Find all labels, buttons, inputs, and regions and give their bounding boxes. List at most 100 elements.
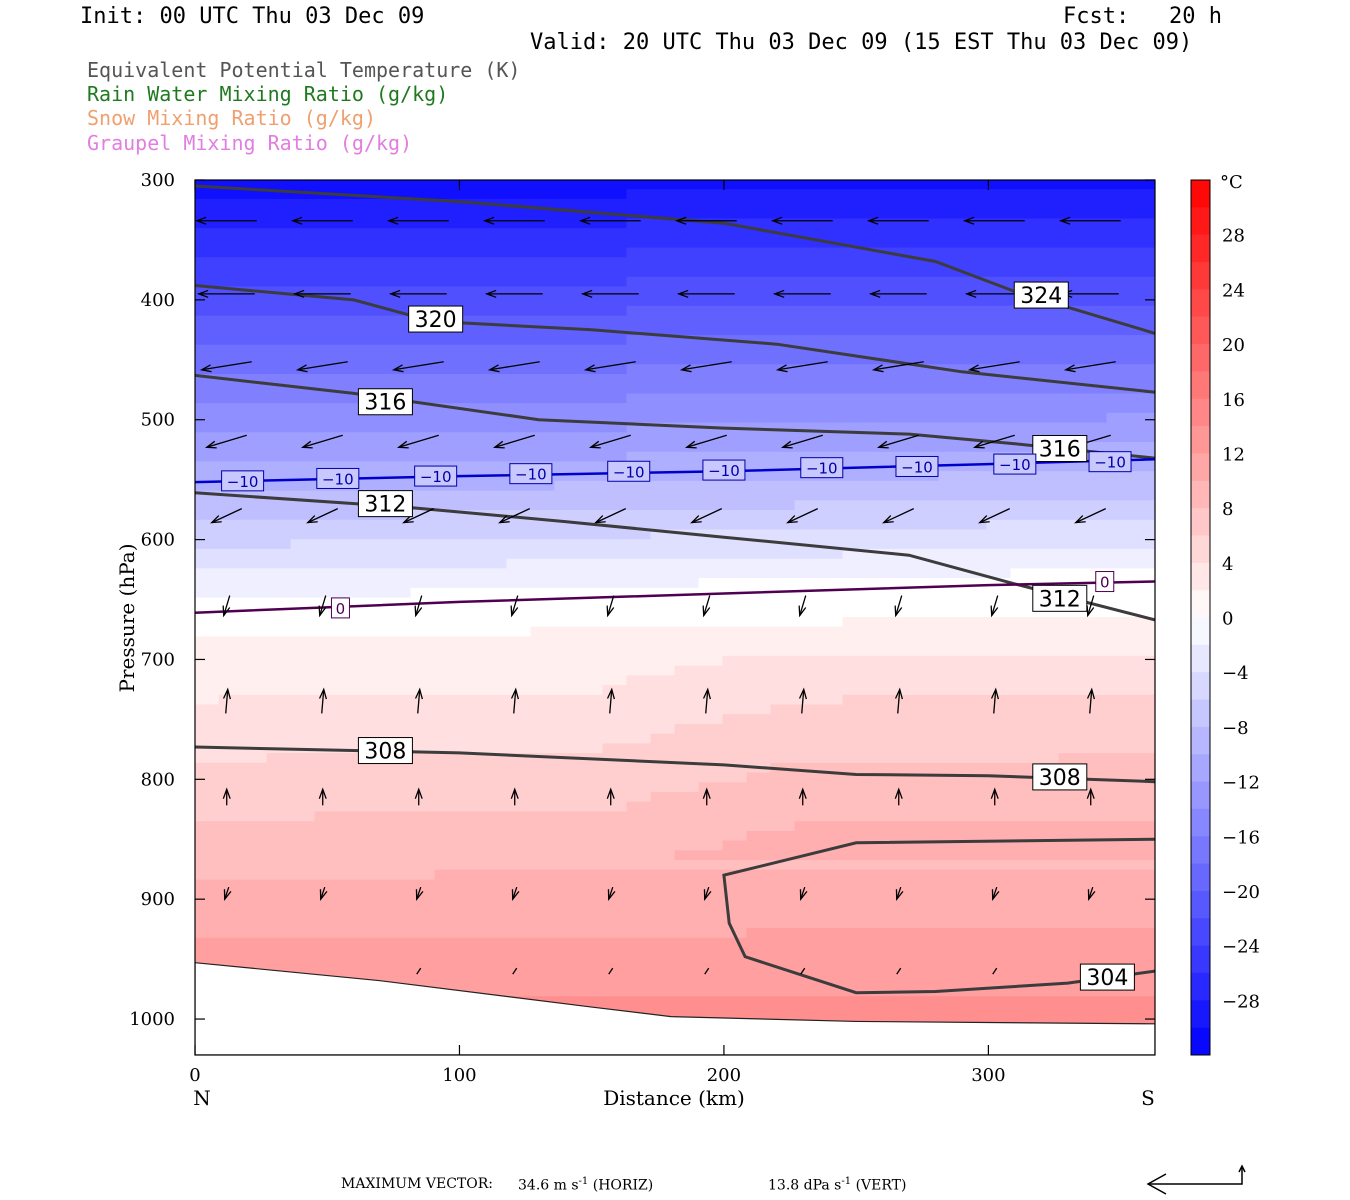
temperature-cell xyxy=(290,325,316,337)
temperature-cell xyxy=(458,461,484,473)
temperature-cell xyxy=(218,412,244,424)
temperature-cell xyxy=(314,908,340,920)
temperature-cell xyxy=(386,840,412,852)
temperature-cell xyxy=(410,694,436,706)
temperature-cell xyxy=(722,811,748,823)
temperature-cell xyxy=(266,792,292,803)
temperature-cell xyxy=(962,461,988,473)
temperature-cell xyxy=(746,889,772,901)
wind-vector xyxy=(990,787,999,806)
temperature-cell xyxy=(914,694,940,706)
temperature-cell xyxy=(482,286,508,298)
temperature-cell xyxy=(506,879,532,891)
temperature-cell xyxy=(698,898,724,910)
temperature-cell xyxy=(722,529,748,541)
temperature-cell xyxy=(650,986,676,998)
temperature-cell xyxy=(554,762,580,774)
temperature-cell xyxy=(410,383,436,395)
temperature-cell xyxy=(410,218,436,230)
temperature-cell xyxy=(818,208,844,220)
temperature-cell xyxy=(1130,723,1155,735)
temperature-cell xyxy=(914,208,940,220)
temperature-cell xyxy=(938,1015,964,1027)
temperature-cell xyxy=(1130,1005,1155,1017)
temperature-cell xyxy=(410,344,436,356)
temperature-cell xyxy=(338,296,364,308)
temperature-cell xyxy=(386,821,412,833)
temperature-cell xyxy=(866,480,892,492)
temperature-cell xyxy=(818,743,844,755)
temperature-cell xyxy=(578,344,604,356)
temperature-cell xyxy=(746,325,772,337)
temperature-cell xyxy=(626,879,652,891)
temperature-cell xyxy=(386,655,412,667)
temperature-cell xyxy=(650,607,676,619)
temperature-cell xyxy=(506,636,532,648)
temperature-cell xyxy=(914,267,940,278)
temperature-cell xyxy=(218,821,244,833)
temperature-cell xyxy=(986,480,1012,492)
temperature-cell xyxy=(1034,364,1060,376)
temperature-cell xyxy=(410,898,436,910)
temperature-cell xyxy=(266,305,292,317)
temperature-cell xyxy=(962,247,988,259)
temperature-cell xyxy=(506,393,532,405)
temperature-cell xyxy=(938,267,964,278)
temperature-cell xyxy=(698,325,724,337)
temperature-cell xyxy=(386,228,412,240)
temperature-cell xyxy=(314,957,340,969)
temperature-cell xyxy=(986,267,1012,278)
temperature-cell xyxy=(842,743,868,755)
temperature-cell xyxy=(962,548,988,560)
temperature-cell xyxy=(722,898,748,910)
temperature-cell xyxy=(698,578,724,590)
temperature-cell xyxy=(482,860,508,871)
temperature-cell xyxy=(578,529,604,541)
temperature-cell xyxy=(722,850,748,862)
temperature-cell xyxy=(626,821,652,833)
isotherm-label-box xyxy=(607,460,651,482)
temperature-cell xyxy=(698,694,724,706)
temperature-cell xyxy=(314,218,340,230)
temperature-cell xyxy=(218,626,244,638)
temperature-cell xyxy=(674,471,700,483)
colorbar-swatch xyxy=(1191,726,1210,755)
wind-vector xyxy=(510,787,519,806)
temperature-cell xyxy=(1058,568,1084,580)
temperature-cell xyxy=(626,607,652,619)
temperature-cell xyxy=(530,665,556,677)
temperature-cell xyxy=(1010,811,1036,823)
temperature-cell xyxy=(314,772,340,784)
wind-vector xyxy=(606,595,615,618)
temperature-cell xyxy=(698,548,724,560)
temperature-cell xyxy=(530,558,556,570)
temperature-cell xyxy=(362,558,388,570)
temperature-cell xyxy=(866,276,892,288)
temperature-cell xyxy=(506,840,532,852)
temperature-cell xyxy=(1010,548,1036,560)
isotherm-label-box xyxy=(330,597,350,619)
temperature-cell xyxy=(722,510,748,521)
temperature-cell xyxy=(650,500,676,512)
temperature-cell xyxy=(362,762,388,774)
temperature-cell xyxy=(1010,733,1036,745)
temperature-cell xyxy=(722,1005,748,1017)
temperature-cell xyxy=(434,344,460,356)
temperature-cell xyxy=(362,432,388,444)
temperature-cell xyxy=(314,432,340,444)
isotherm-label-box xyxy=(221,470,265,492)
temperature-cell xyxy=(338,607,364,619)
isotherm-label-box xyxy=(895,455,939,477)
temperature-cell xyxy=(314,792,340,803)
temperature-cell xyxy=(434,373,460,385)
temperature-cell xyxy=(746,743,772,755)
temperature-cell xyxy=(674,617,700,628)
temperature-cell xyxy=(482,830,508,842)
theta-e-contour-316 xyxy=(195,373,1155,460)
temperature-cell xyxy=(266,898,292,910)
temperature-cell xyxy=(986,996,1012,1008)
temperature-cell xyxy=(674,373,700,385)
temperature-cell xyxy=(506,344,532,356)
temperature-cell xyxy=(962,617,988,628)
temperature-cell xyxy=(794,792,820,803)
